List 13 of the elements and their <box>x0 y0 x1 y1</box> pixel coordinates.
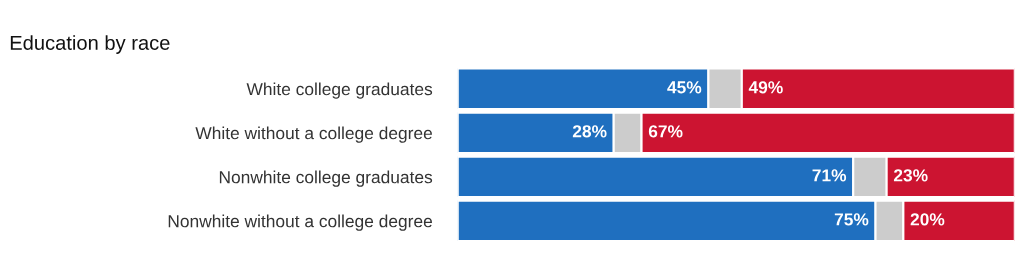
text: Education by race <box>10 35 170 54</box>
data-label: 28% <box>572 125 607 138</box>
y-tick-label: Nonwhite without a college degree <box>168 214 432 231</box>
data-label: 75% <box>834 213 869 226</box>
data-label: 71% <box>812 169 847 182</box>
data-label: 20% <box>910 213 945 226</box>
data-label: 23% <box>893 169 928 182</box>
data-label: 67% <box>648 125 683 138</box>
y-tick-label: Nonwhite college graduates <box>219 170 433 187</box>
y-tick-label: White without a college degree <box>195 126 432 143</box>
y-tick-label: White college graduates <box>246 82 433 99</box>
data-label: 45% <box>667 81 702 94</box>
data-label: 49% <box>748 81 783 94</box>
